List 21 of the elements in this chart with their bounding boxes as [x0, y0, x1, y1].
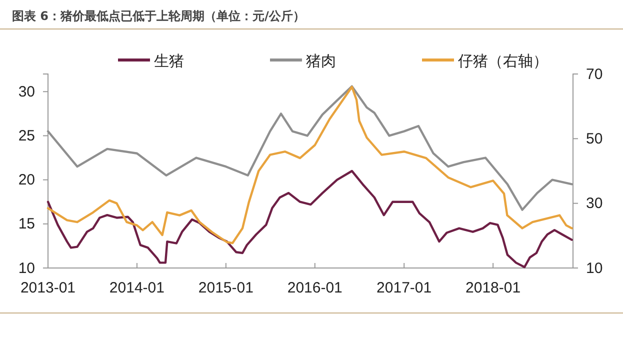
y2-tick-label: 10 [586, 260, 603, 277]
x-tick-label: 2013-01 [20, 280, 76, 297]
legend-label: 仔猪（右轴） [458, 52, 548, 70]
x-tick-label: 2014-01 [109, 280, 164, 297]
chart-title: 图表 6：猪价最低点已低于上轮周期（单位：元/公斤） [12, 9, 305, 23]
y-tick-label: 30 [18, 83, 35, 100]
y2-tick-label: 50 [586, 130, 603, 148]
y-tick-label: 20 [18, 172, 35, 189]
line-series [46, 170, 573, 268]
x-tick-label: 2018-01 [466, 280, 521, 297]
legend-label: 生猪 [154, 52, 184, 70]
x-tick-label: 2016-01 [287, 280, 342, 297]
x-tick-label: 2015-01 [198, 280, 254, 297]
y-tick-label: 15 [18, 216, 35, 233]
y2-tick-label: 70 [586, 66, 603, 83]
line-series [46, 86, 573, 244]
y2-tick-label: 30 [586, 195, 603, 212]
legend-label: 猪肉 [306, 52, 336, 70]
y-tick-label: 25 [18, 128, 35, 145]
x-tick-label: 2017-01 [376, 280, 432, 297]
y-tick-label: 10 [18, 260, 35, 277]
